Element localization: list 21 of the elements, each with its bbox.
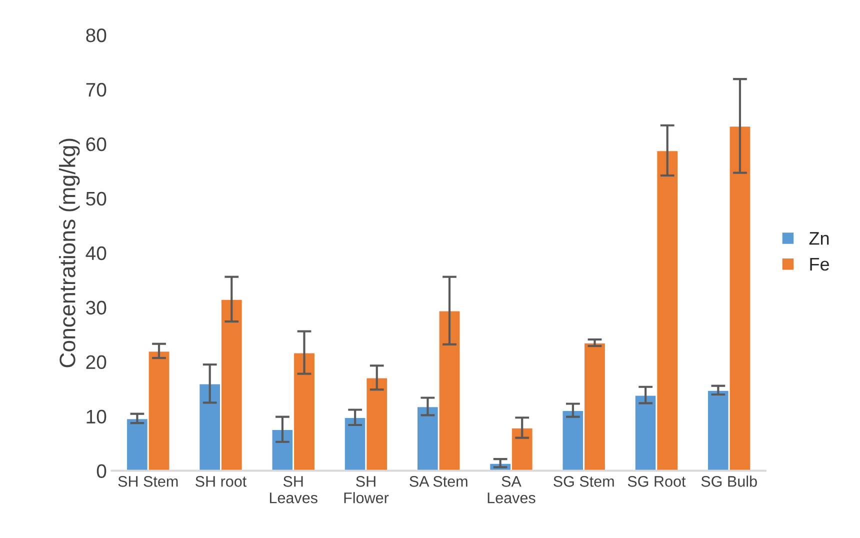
- legend-label: Zn: [809, 232, 829, 245]
- y-tick-label: 50: [86, 192, 106, 206]
- y-tick-label: 20: [86, 355, 106, 370]
- y-axis-title: Concentrations (mg/kg): [59, 138, 80, 368]
- y-tick-label: 40: [86, 246, 106, 260]
- y-tick-label: 60: [86, 137, 106, 152]
- x-tick-label: SH Stem: [118, 476, 178, 487]
- y-tick-label: 10: [86, 410, 106, 424]
- y-tick-label: 80: [86, 28, 106, 42]
- x-tick-label: SA Stem: [410, 476, 468, 487]
- y-tick-label: 70: [86, 82, 106, 97]
- x-tick-label: SH root: [196, 476, 247, 487]
- x-tick-label: SG Bulb: [701, 476, 757, 487]
- x-tick-label: SH Leaves: [270, 476, 318, 504]
- x-tick-label: SG Stem: [554, 476, 614, 487]
- y-tick-label: 0: [96, 464, 106, 478]
- x-tick-label: SA Leaves: [488, 476, 536, 504]
- x-tick-label: SG Root: [628, 476, 686, 487]
- y-tick-label: 30: [86, 300, 106, 315]
- x-tick-label: SH Flower: [344, 476, 389, 504]
- legend-label: Fe: [810, 258, 829, 271]
